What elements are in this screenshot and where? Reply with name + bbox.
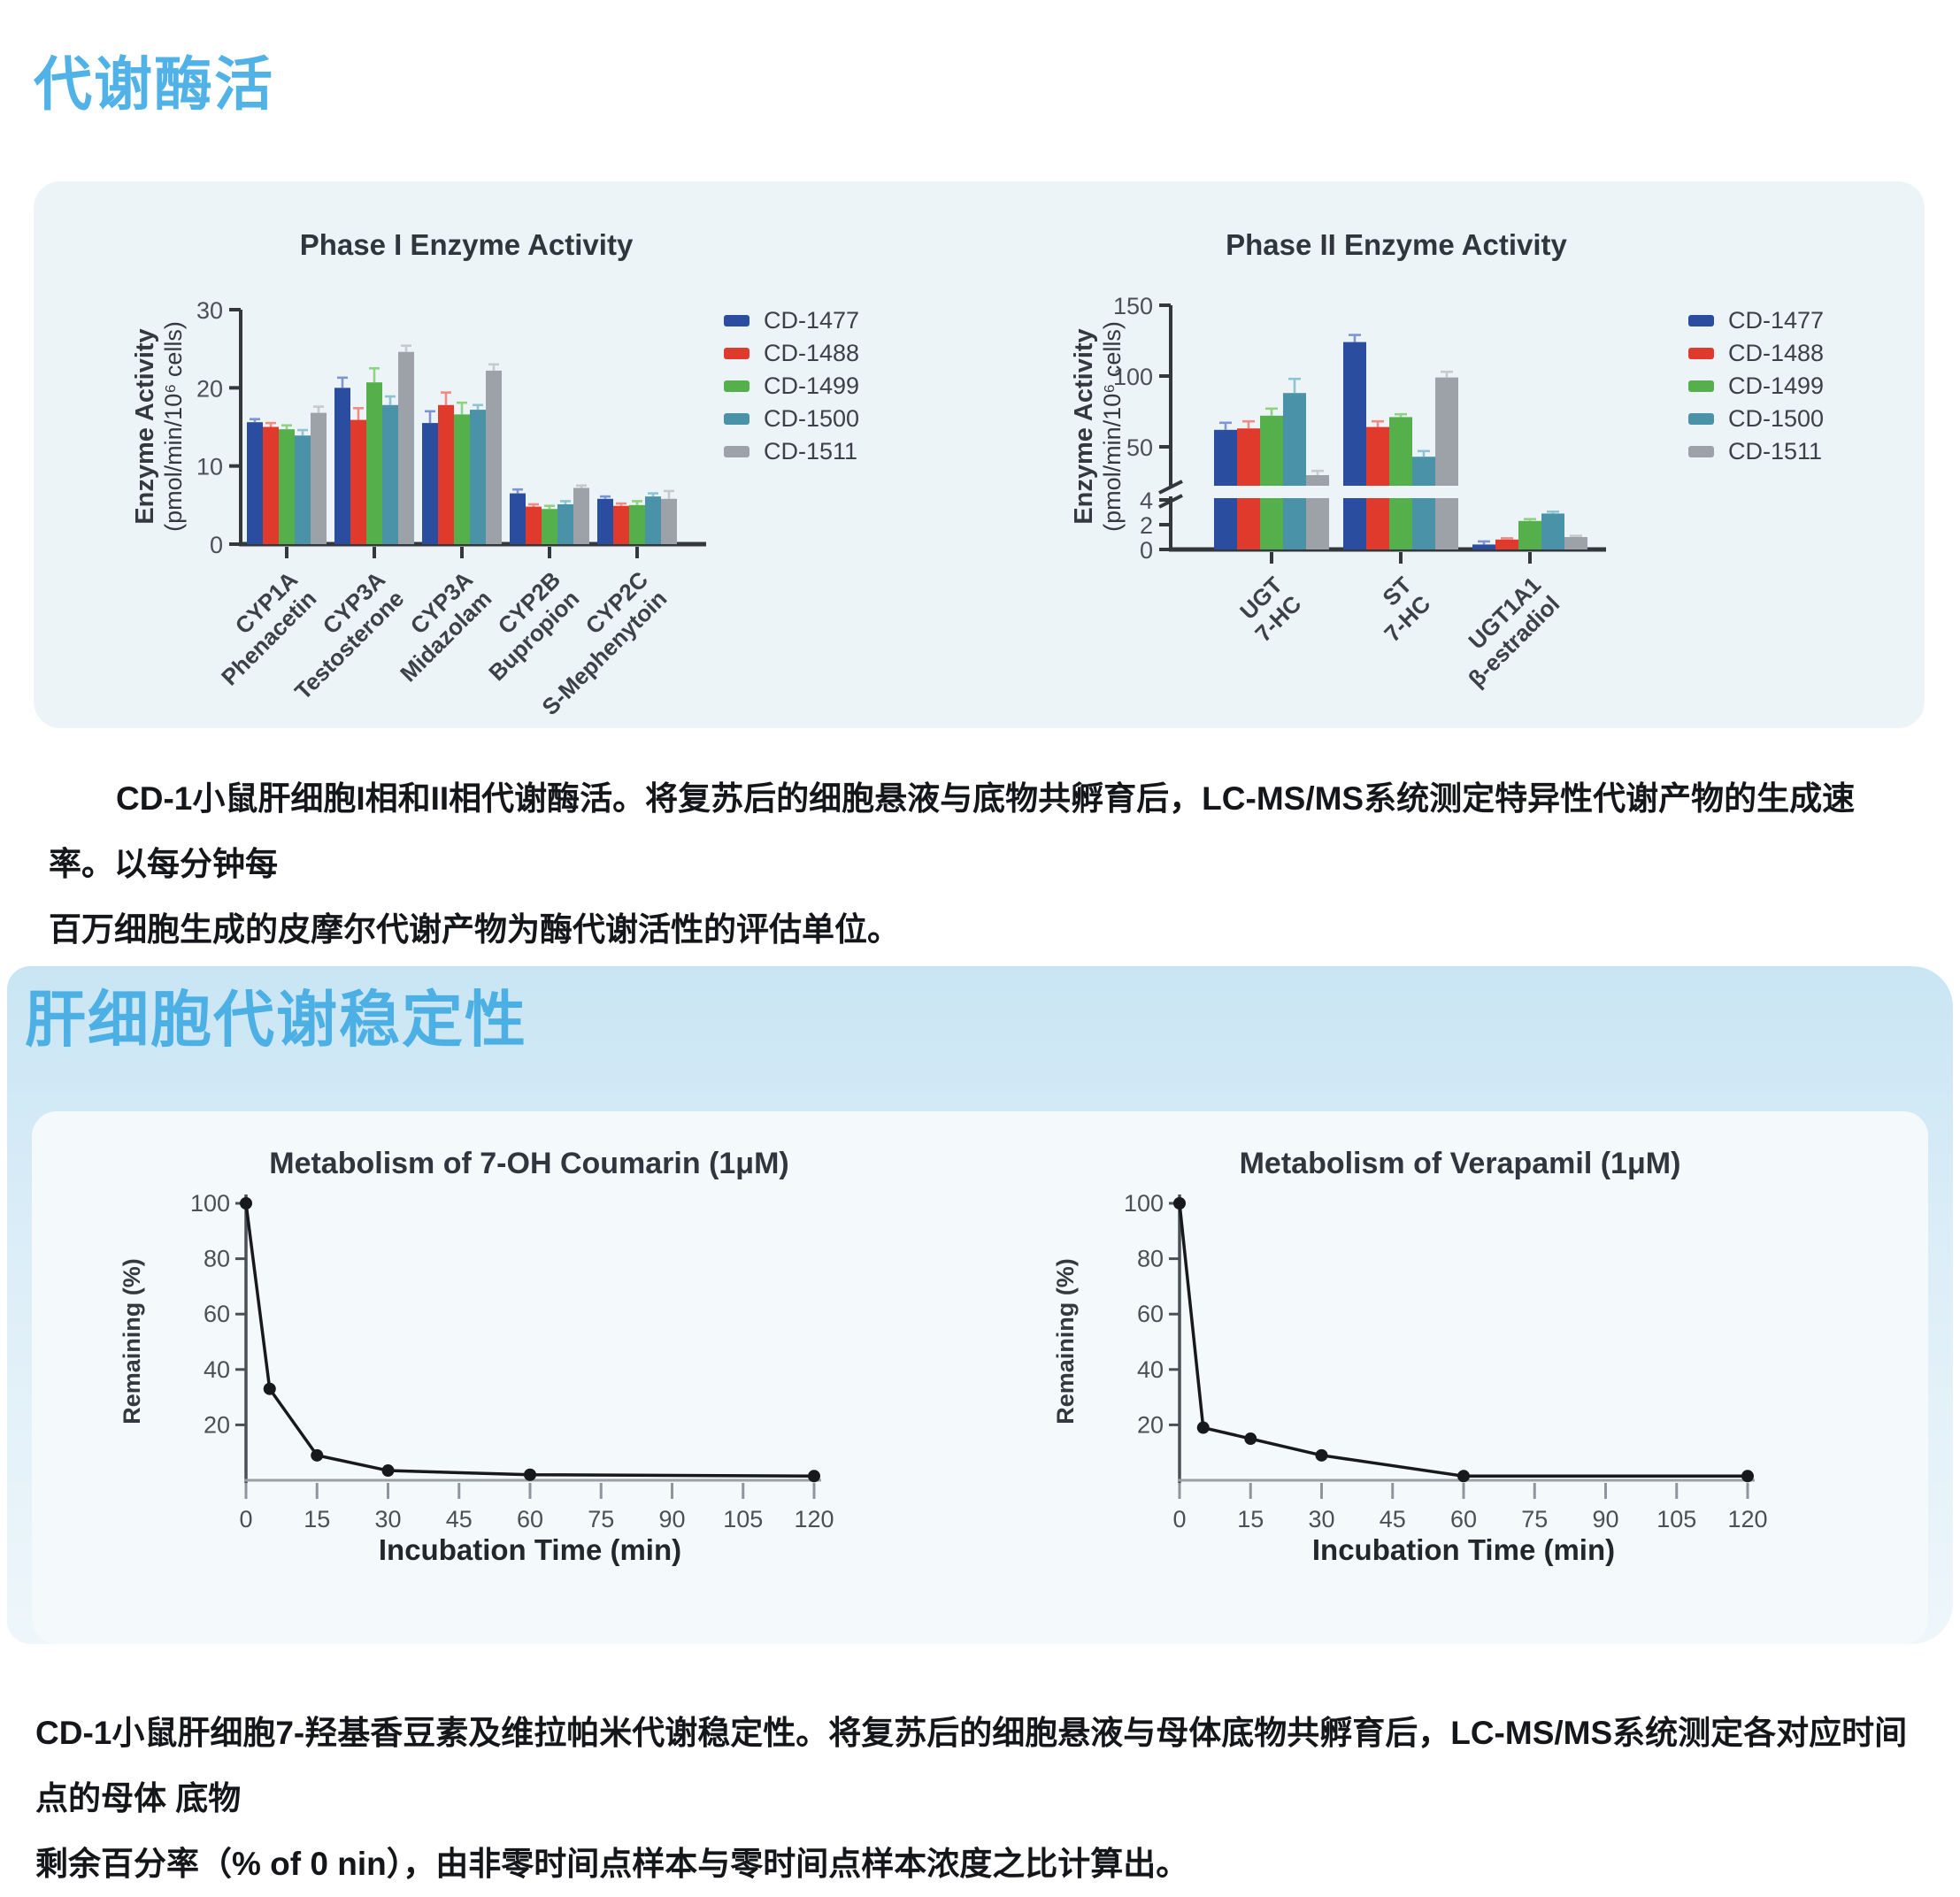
phase2-legend-item: CD-1477	[1688, 307, 1824, 334]
verapamil-chart-title: Metabolism of Verapamil (1μM)	[1239, 1147, 1681, 1180]
phase1-legend-item: CD-1499	[724, 372, 859, 399]
phase1-legend-label: CD-1488	[764, 339, 860, 366]
section2-panel	[32, 1111, 1928, 1644]
phase2-legend-label: CD-1477	[1728, 306, 1825, 334]
phase1-legend-swatch-icon	[724, 412, 749, 425]
section2-title: 肝细胞代谢稳定性	[25, 986, 527, 1054]
coumarin-x-axis-label: Incubation Time (min)	[378, 1533, 682, 1566]
phase2-legend-label: CD-1511	[1728, 437, 1823, 465]
phase1-legend-swatch-icon	[724, 380, 749, 392]
phase1-y-axis-label-units: (pmol/min/10⁶ cells)	[160, 321, 188, 532]
phase1-legend: CD-1477 CD-1488 CD-1499 CD-1500 CD-1511	[724, 307, 859, 471]
phase1-legend-item: CD-1500	[724, 405, 859, 432]
phase2-legend: CD-1477 CD-1488 CD-1499 CD-1500 CD-1511	[1688, 307, 1824, 471]
phase1-chart-title: Phase I Enzyme Activity	[299, 228, 634, 261]
phase1-legend-item: CD-1511	[724, 438, 859, 465]
phase1-legend-label: CD-1499	[764, 372, 860, 399]
verapamil-y-axis-label: Remaining (%)	[1052, 1258, 1080, 1425]
phase2-legend-swatch-icon	[1688, 445, 1714, 457]
phase1-legend-swatch-icon	[724, 314, 749, 326]
phase1-legend-label: CD-1500	[764, 404, 860, 432]
phase1-legend-swatch-icon	[724, 445, 749, 457]
coumarin-y-axis-label: Remaining (%)	[119, 1258, 146, 1425]
phase1-legend-item: CD-1488	[724, 340, 859, 366]
phase1-y-axis-label: Enzyme Activity (pmol/min/10⁶ cells)	[130, 321, 188, 532]
phase1-y-axis-label-main: Enzyme Activity	[130, 328, 159, 525]
section1-caption: CD-1小鼠肝细胞I相和II相代谢酶活。将复苏后的细胞悬液与底物共孵育后，LC-…	[49, 766, 1920, 963]
phase1-legend-swatch-icon	[724, 347, 749, 359]
phase2-y-axis-label-main: Enzyme Activity	[1069, 328, 1098, 525]
phase2-legend-swatch-icon	[1688, 380, 1714, 392]
phase2-legend-label: CD-1488	[1728, 339, 1825, 366]
phase2-legend-label: CD-1499	[1728, 372, 1825, 399]
phase2-legend-label: CD-1500	[1728, 404, 1825, 432]
phase2-y-axis-label: Enzyme Activity (pmol/min/10⁶ cells)	[1069, 321, 1127, 532]
section1-title: 代谢酶活	[34, 51, 274, 117]
phase2-legend-item: CD-1499	[1688, 372, 1824, 399]
phase2-legend-swatch-icon	[1688, 412, 1714, 425]
phase1-legend-item: CD-1477	[724, 307, 859, 334]
phase2-legend-swatch-icon	[1688, 347, 1714, 359]
phase2-legend-item: CD-1511	[1688, 438, 1824, 465]
phase2-legend-swatch-icon	[1688, 314, 1714, 326]
section2-caption-line2: 剩余百分率（% of 0 nin），由非零时间点样本与零时间点样本浓度之比计算出…	[35, 1846, 1189, 1882]
verapamil-x-axis-label: Incubation Time (min)	[1311, 1533, 1616, 1566]
section1-caption-line2: 百万细胞生成的皮摩尔代谢产物为酶代谢活性的评估单位。	[49, 911, 900, 948]
section1-panel	[34, 181, 1925, 728]
section2-caption-line1: CD-1小鼠肝细胞7-羟基香豆素及维拉帕米代谢稳定性。将复苏后的细胞悬液与母体底…	[35, 1715, 1908, 1816]
section1-caption-line1: CD-1小鼠肝细胞I相和II相代谢酶活。将复苏后的细胞悬液与底物共孵育后，LC-…	[49, 780, 1856, 882]
phase2-legend-item: CD-1488	[1688, 340, 1824, 366]
phase2-chart-title: Phase II Enzyme Activity	[1226, 228, 1567, 261]
phase2-y-axis-label-units: (pmol/min/10⁶ cells)	[1099, 321, 1126, 532]
phase1-legend-label: CD-1477	[764, 306, 860, 334]
phase2-legend-item: CD-1500	[1688, 405, 1824, 432]
phase1-legend-label: CD-1511	[764, 437, 858, 465]
coumarin-chart-title: Metabolism of 7-OH Coumarin (1μM)	[269, 1147, 789, 1180]
section2-caption: CD-1小鼠肝细胞7-羟基香豆素及维拉帕米代谢稳定性。将复苏后的细胞悬液与母体底…	[35, 1701, 1929, 1897]
